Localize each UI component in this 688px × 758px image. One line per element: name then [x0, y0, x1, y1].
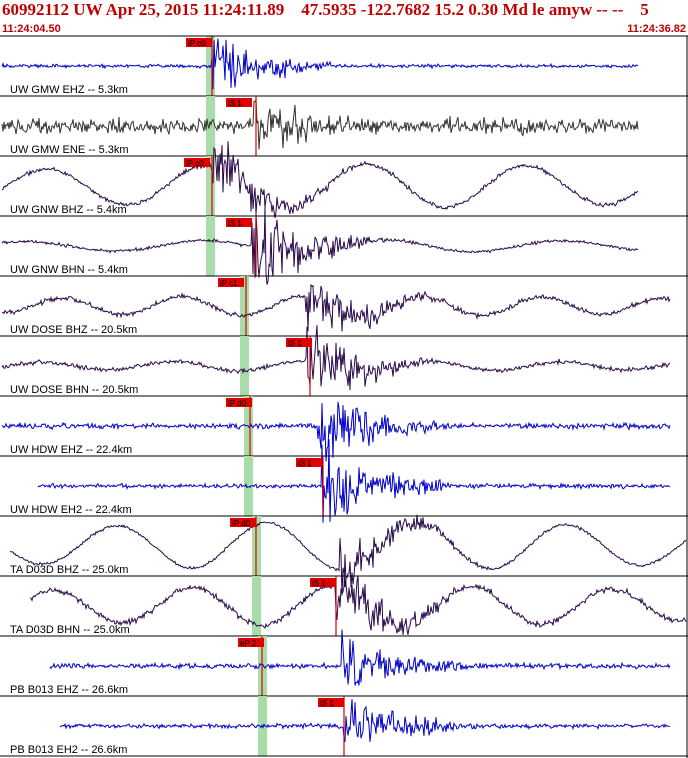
analysis-window: [244, 456, 253, 516]
pick-label: iP c1: [220, 279, 238, 288]
channel-label: UW GMW ENE -- 5.3km: [10, 144, 129, 156]
channel-row[interactable]: iP c1 UW DOSE BHZ -- 20.5km: [0, 276, 688, 337]
channel-label: UW DOSE BHZ -- 20.5km: [10, 324, 137, 336]
waveform-trace: [37, 439, 671, 523]
pick-label: iS 1: [228, 99, 242, 108]
waveform-trace: [1, 206, 639, 285]
channel-row[interactable]: iP d0 TA D03D BHZ -- 25.0km: [0, 514, 688, 596]
pick-label: iS 1: [228, 219, 242, 228]
analysis-window: [240, 336, 249, 396]
channel-row[interactable]: eP 2 PB B013 EHZ -- 26.6km: [0, 629, 688, 697]
channel-row[interactable]: iS 1 UW GMW ENE -- 5.3km: [0, 96, 688, 157]
end-time-label: 11:24:36.82: [627, 23, 686, 35]
pick-label-box: [286, 338, 312, 347]
channel-label: UW DOSE BHN -- 20.5km: [10, 384, 138, 396]
analysis-window: [206, 216, 215, 276]
channel-row[interactable]: iS 1 UW GNW BHN -- 5.4km: [0, 206, 688, 285]
pick-label-box: [318, 698, 344, 707]
channel-row[interactable]: iP c0 UW GMW EHZ -- 5.3km: [0, 36, 688, 97]
channel-label: UW GNW BHN -- 5.4km: [10, 264, 128, 276]
pick-label: iS 1: [288, 339, 302, 348]
pick-label: iP c0: [186, 159, 204, 168]
channel-row[interactable]: iS 1 PB B013 EH2 -- 26.6km: [0, 696, 688, 757]
pick-label: iS 1: [320, 699, 334, 708]
event-header: 60992112 UW Apr 25, 2015 11:24:11.89 47.…: [0, 0, 688, 36]
channel-label: TA D03D BHZ -- 25.0km: [10, 564, 128, 576]
pick-label-box: [218, 278, 244, 287]
channel-row[interactable]: iP d0 UW HDW EHZ -- 22.4km: [0, 396, 688, 462]
waveform-trace: [1, 38, 639, 90]
waveform-trace: [1, 97, 639, 150]
pick-label-box: [226, 398, 252, 407]
pick-label-box: [184, 158, 210, 167]
channel-row[interactable]: iP c0 UW GNW BHZ -- 5.4km: [0, 141, 688, 219]
start-time-label: 11:24:04.50: [2, 23, 61, 35]
pick-label-box: [296, 458, 322, 467]
channel-label: UW HDW EH2 -- 22.4km: [10, 504, 132, 516]
pick-label: iS 1: [298, 459, 312, 468]
pick-label-box: [310, 578, 336, 587]
pick-label: eP 2: [240, 639, 257, 648]
pick-label-box: [230, 518, 256, 527]
waveform-trace: [9, 514, 687, 596]
analysis-window: [252, 576, 261, 636]
pick-label-box: [238, 638, 264, 647]
pick-label-box: [186, 38, 212, 47]
waveform-trace: [1, 325, 671, 391]
waveform-trace: [1, 141, 639, 219]
pick-label: iP d0: [232, 519, 251, 528]
pick-label-box: [226, 98, 252, 107]
channel-row[interactable]: iS 1 UW DOSE BHN -- 20.5km: [0, 325, 688, 397]
analysis-window: [206, 96, 215, 156]
pick-label: iP d0: [228, 399, 247, 408]
channel-row[interactable]: iS 1 TA D03D BHN -- 25.0km: [0, 554, 688, 637]
waveform-trace: [49, 629, 671, 686]
waveform-trace: [59, 699, 671, 743]
analysis-window: [206, 156, 215, 216]
pick-label: iP c0: [188, 39, 206, 48]
waveform-trace: [1, 283, 671, 332]
channel-row[interactable]: iS 1 UW HDW EH2 -- 22.4km: [0, 439, 688, 523]
waveform-trace: [1, 401, 671, 462]
waveform-trace: [29, 554, 687, 636]
channel-label: PB B013 EHZ -- 26.6km: [10, 684, 128, 696]
event-title: 60992112 UW Apr 25, 2015 11:24:11.89 47.…: [2, 0, 649, 19]
channel-label: UW HDW EHZ -- 22.4km: [10, 444, 132, 456]
channel-label: UW GMW EHZ -- 5.3km: [10, 84, 128, 96]
channel-label: TA D03D BHN -- 25.0km: [10, 624, 130, 636]
pick-label-box: [226, 218, 252, 227]
channel-label: PB B013 EH2 -- 26.6km: [10, 744, 127, 756]
analysis-window: [240, 276, 249, 336]
pick-label: iS 1: [312, 579, 326, 588]
channel-label: UW GNW BHZ -- 5.4km: [10, 204, 127, 216]
